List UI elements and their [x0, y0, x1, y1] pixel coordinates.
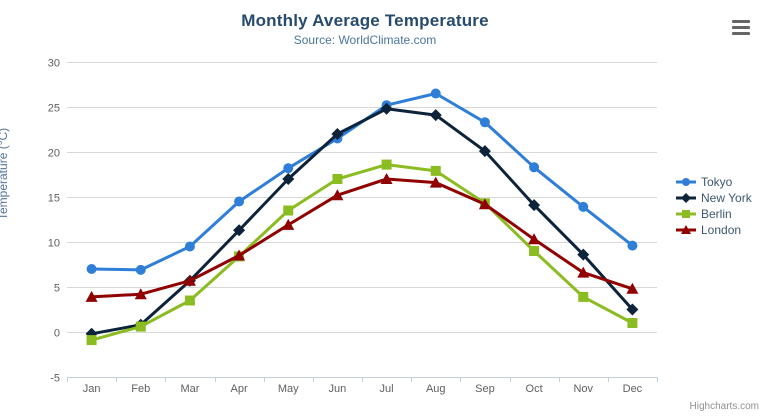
y-axis-tick-label: 10	[48, 238, 60, 250]
data-point-tokyo-sep[interactable]	[479, 117, 490, 128]
data-point-new-york-oct[interactable]	[528, 199, 541, 212]
x-axis-tick-label: Aug	[426, 383, 446, 395]
hamburger-bar	[732, 20, 750, 23]
legend-marker-diamond-icon	[676, 193, 696, 203]
data-point-london-nov[interactable]	[577, 266, 590, 278]
data-point-london-jun[interactable]	[331, 189, 344, 201]
legend-marker-shape[interactable]	[681, 225, 691, 234]
data-point-london-aug[interactable]	[429, 176, 442, 188]
data-point-berlin-dec[interactable]	[627, 318, 638, 328]
data-point-new-york-aug[interactable]	[429, 109, 442, 122]
data-point-tokyo-nov[interactable]	[578, 201, 589, 212]
y-axis-tick-label: 5	[54, 283, 60, 295]
data-point-new-york-jul[interactable]	[380, 102, 393, 115]
legend: Tokyo New York Berlin London	[676, 174, 752, 238]
data-point-new-york-apr[interactable]	[233, 224, 246, 237]
data-point-tokyo-feb[interactable]	[135, 264, 146, 275]
legend-item-tokyo[interactable]: Tokyo	[676, 174, 752, 190]
data-point-tokyo-oct[interactable]	[529, 162, 540, 173]
legend-marker-circle-icon	[676, 178, 696, 186]
data-point-berlin-feb[interactable]	[135, 321, 146, 332]
x-axis-tick-label: Jun	[329, 383, 347, 395]
x-axis-tick-label: May	[278, 383, 299, 395]
data-point-tokyo-dec[interactable]	[627, 240, 638, 251]
series-london	[85, 173, 639, 302]
legend-item-new-york[interactable]: New York	[676, 190, 752, 206]
data-point-berlin-nov[interactable]	[578, 291, 589, 302]
legend-marker-shape[interactable]	[682, 178, 690, 186]
series-line-berlin	[90, 163, 634, 342]
data-point-london-may[interactable]	[282, 218, 295, 230]
data-point-tokyo-apr[interactable]	[234, 196, 245, 207]
hamburger-bar	[732, 26, 750, 29]
y-axis-tick-label: 15	[48, 193, 60, 205]
data-point-new-york-dec[interactable]	[626, 303, 639, 316]
legend-marker-triangle-icon	[676, 225, 696, 234]
data-point-berlin-aug[interactable]	[430, 165, 441, 176]
x-axis-tick-label: Oct	[526, 383, 543, 395]
y-axis-tick-label: 0	[54, 328, 60, 340]
data-point-new-york-jun[interactable]	[331, 128, 344, 140]
data-point-berlin-oct[interactable]	[529, 246, 540, 256]
y-axis-tick-label: 30	[48, 58, 60, 70]
y-axis-tick-label: -5	[50, 373, 60, 385]
credits-link[interactable]: Highcharts.com	[689, 401, 759, 412]
data-point-london-apr[interactable]	[233, 249, 246, 261]
data-point-tokyo-aug[interactable]	[430, 88, 441, 99]
data-point-london-mar[interactable]	[183, 274, 196, 286]
data-point-berlin-jan[interactable]	[86, 335, 97, 346]
legend-marker-square-icon	[676, 210, 696, 218]
y-axis-tick-label: 20	[48, 148, 60, 160]
legend-label: Berlin	[701, 207, 732, 221]
data-point-london-dec[interactable]	[626, 282, 639, 294]
series-new-york	[85, 102, 639, 340]
chart-title: Monthly Average Temperature	[241, 11, 489, 30]
y-axis-title: Temperature (°C)	[0, 127, 10, 220]
legend-item-berlin[interactable]: Berlin	[676, 206, 752, 222]
data-point-tokyo-jan[interactable]	[86, 264, 97, 274]
x-axis-tick-label: Dec	[623, 383, 643, 395]
y-axis-tick-label: 25	[48, 103, 60, 115]
legend-item-london[interactable]: London	[676, 222, 752, 238]
data-point-london-oct[interactable]	[528, 233, 541, 245]
data-point-tokyo-mar[interactable]	[184, 241, 195, 252]
data-point-berlin-mar[interactable]	[184, 295, 195, 306]
chart-subtitle: Source: WorldClimate.com	[293, 33, 437, 47]
legend-label: London	[701, 223, 742, 237]
legend-label: Tokyo	[701, 175, 733, 189]
series-tokyo	[86, 88, 638, 275]
data-point-london-sep[interactable]	[478, 198, 491, 210]
x-axis-tick-label: Sep	[475, 383, 495, 395]
data-point-london-feb[interactable]	[134, 288, 147, 300]
hamburger-icon[interactable]	[732, 20, 750, 35]
x-axis-tick-label: Jan	[83, 383, 101, 395]
data-point-new-york-may[interactable]	[282, 173, 295, 185]
data-point-tokyo-may[interactable]	[283, 163, 294, 174]
hamburger-bar	[732, 32, 750, 35]
series-line-new-york	[90, 107, 634, 336]
x-axis-tick-label: Jul	[380, 383, 394, 395]
data-point-new-york-nov[interactable]	[577, 248, 590, 261]
legend-label: New York	[701, 191, 752, 205]
legend-marker-shape[interactable]	[682, 210, 690, 218]
x-axis-tick-label: Nov	[573, 383, 593, 395]
data-point-london-jan[interactable]	[85, 290, 98, 302]
series-line-london	[90, 177, 634, 299]
data-point-new-york-sep[interactable]	[478, 145, 491, 158]
x-axis-tick-label: Feb	[131, 383, 150, 395]
data-point-berlin-jun[interactable]	[332, 174, 343, 184]
legend-marker-shape[interactable]	[681, 193, 691, 203]
x-axis-tick-label: Apr	[231, 383, 248, 395]
data-point-berlin-may[interactable]	[283, 205, 294, 216]
x-axis-tick-label: Mar	[180, 383, 199, 395]
data-point-london-jul[interactable]	[380, 173, 393, 184]
data-point-berlin-jul[interactable]	[381, 159, 392, 170]
